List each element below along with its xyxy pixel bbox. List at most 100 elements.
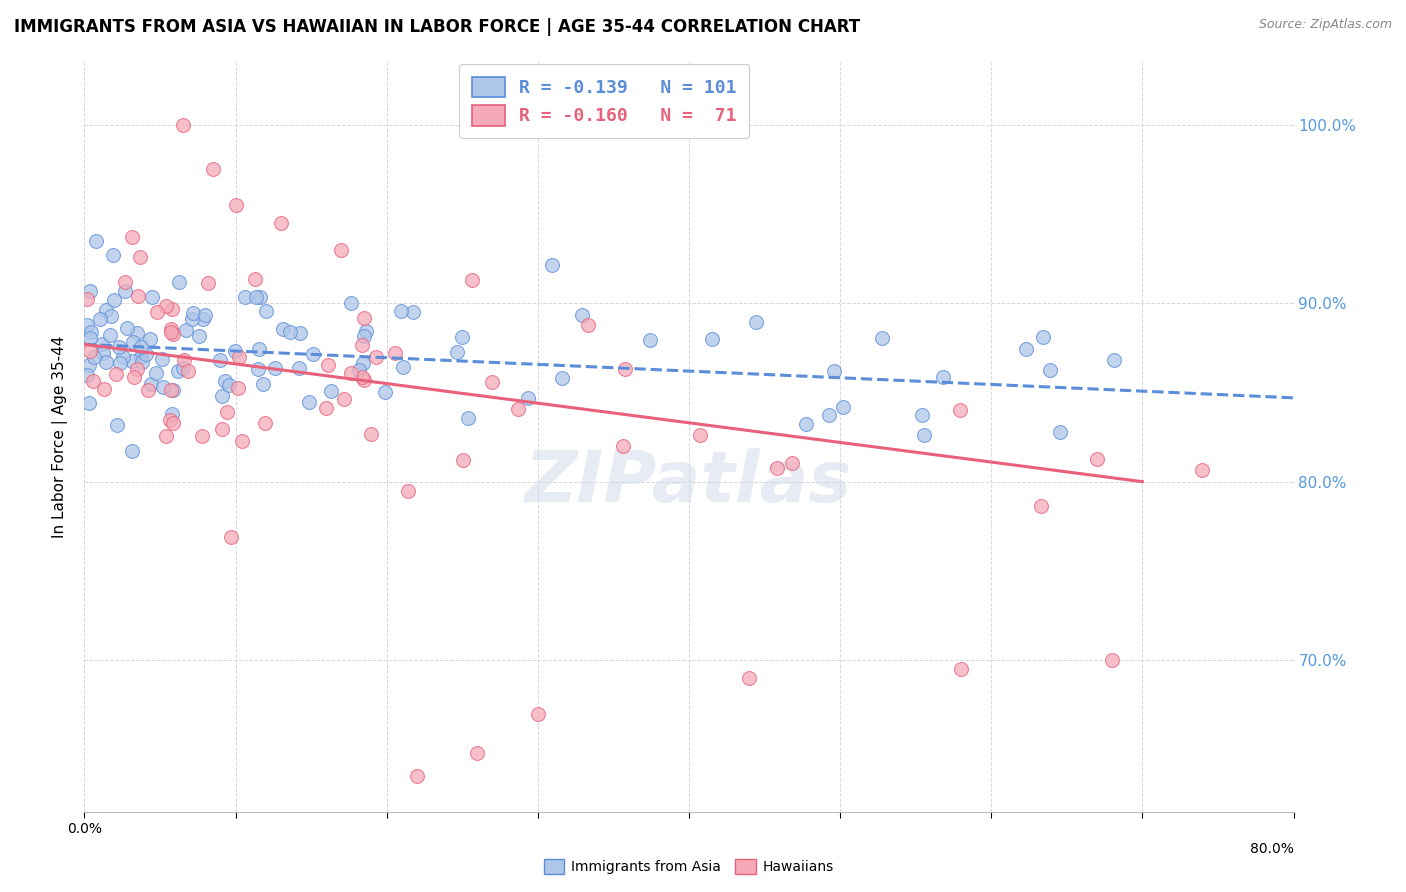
Point bbox=[172, 118, 194, 132]
Point bbox=[245, 290, 267, 304]
Point bbox=[129, 250, 152, 264]
Legend: Immigrants from Asia, Hawaiians: Immigrants from Asia, Hawaiians bbox=[538, 854, 839, 880]
Point bbox=[167, 275, 190, 289]
Point bbox=[527, 706, 550, 721]
Point bbox=[301, 347, 323, 361]
Point bbox=[93, 382, 115, 396]
Point bbox=[745, 315, 768, 329]
Point bbox=[160, 407, 183, 421]
Point bbox=[392, 359, 415, 374]
Point bbox=[114, 275, 136, 289]
Point bbox=[159, 384, 181, 398]
Point bbox=[135, 346, 157, 360]
Point bbox=[270, 216, 292, 230]
Point bbox=[145, 305, 167, 319]
Point bbox=[613, 362, 636, 376]
Point bbox=[340, 295, 363, 310]
Point bbox=[330, 243, 353, 257]
Point bbox=[1039, 363, 1062, 377]
Point bbox=[541, 258, 564, 272]
Point bbox=[354, 324, 377, 338]
Point bbox=[91, 337, 114, 351]
Point bbox=[211, 388, 233, 402]
Point bbox=[246, 361, 269, 376]
Point bbox=[219, 530, 242, 544]
Point bbox=[402, 305, 425, 319]
Point bbox=[214, 374, 236, 388]
Point bbox=[1101, 653, 1123, 667]
Point bbox=[162, 384, 184, 398]
Point bbox=[172, 361, 194, 376]
Point bbox=[173, 353, 195, 368]
Point bbox=[766, 460, 789, 475]
Point bbox=[794, 417, 817, 431]
Point bbox=[271, 322, 294, 336]
Point bbox=[103, 293, 125, 307]
Point bbox=[89, 311, 111, 326]
Point bbox=[131, 355, 153, 369]
Point bbox=[467, 746, 489, 760]
Point bbox=[215, 405, 238, 419]
Point bbox=[121, 354, 143, 368]
Point bbox=[1014, 342, 1036, 356]
Point bbox=[352, 369, 374, 384]
Point bbox=[818, 408, 841, 422]
Point bbox=[689, 428, 711, 442]
Point bbox=[77, 359, 100, 373]
Point bbox=[228, 351, 250, 365]
Point bbox=[446, 345, 468, 359]
Point bbox=[453, 452, 475, 467]
Point bbox=[366, 351, 388, 365]
Point bbox=[218, 378, 240, 392]
Point bbox=[249, 290, 271, 304]
Point bbox=[396, 483, 419, 498]
Point bbox=[353, 373, 375, 387]
Point bbox=[180, 311, 202, 326]
Point bbox=[347, 363, 370, 377]
Point bbox=[77, 396, 100, 410]
Text: ZIPatlas: ZIPatlas bbox=[526, 448, 852, 516]
Point bbox=[162, 302, 184, 317]
Point bbox=[450, 330, 472, 344]
Point bbox=[253, 416, 276, 430]
Point bbox=[101, 248, 124, 262]
Point bbox=[481, 376, 503, 390]
Point bbox=[150, 352, 173, 367]
Point bbox=[80, 325, 103, 339]
Point bbox=[111, 351, 134, 365]
Point bbox=[141, 290, 163, 304]
Point bbox=[84, 234, 107, 248]
Point bbox=[360, 427, 382, 442]
Point bbox=[233, 290, 256, 304]
Point bbox=[298, 395, 321, 409]
Point bbox=[315, 401, 337, 415]
Point bbox=[389, 303, 412, 318]
Point bbox=[190, 429, 212, 443]
Point bbox=[247, 342, 270, 356]
Point bbox=[353, 329, 375, 343]
Point bbox=[79, 344, 101, 359]
Point bbox=[339, 366, 361, 380]
Point bbox=[141, 377, 163, 392]
Point bbox=[550, 371, 572, 385]
Point bbox=[201, 162, 224, 177]
Point bbox=[738, 671, 761, 685]
Point bbox=[98, 328, 121, 343]
Point bbox=[638, 334, 661, 348]
Point bbox=[950, 662, 973, 676]
Point bbox=[121, 230, 143, 244]
Point bbox=[911, 409, 934, 423]
Point bbox=[870, 331, 893, 345]
Point bbox=[263, 361, 285, 376]
Point bbox=[162, 327, 184, 342]
Point bbox=[287, 361, 309, 376]
Point bbox=[91, 346, 114, 360]
Point bbox=[1102, 352, 1125, 367]
Point bbox=[160, 325, 183, 339]
Point bbox=[333, 392, 356, 406]
Point bbox=[578, 318, 600, 332]
Point bbox=[155, 299, 177, 313]
Point bbox=[1191, 463, 1213, 477]
Point bbox=[162, 417, 184, 431]
Point bbox=[226, 381, 249, 395]
